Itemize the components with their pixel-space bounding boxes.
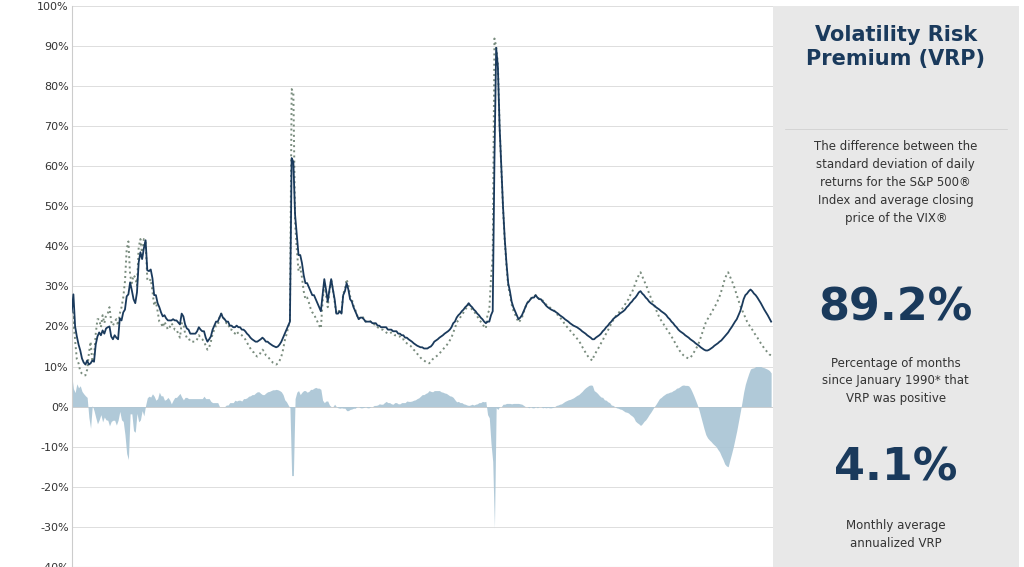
Text: The difference between the
standard deviation of daily
returns for the S&P 500®
: The difference between the standard devi… [814,141,978,226]
Text: Monthly average
annualized VRP: Monthly average annualized VRP [846,519,946,550]
Text: 4.1%: 4.1% [835,446,957,489]
Text: Volatility Risk
Premium (VRP): Volatility Risk Premium (VRP) [806,26,985,69]
Text: 89.2%: 89.2% [819,286,973,329]
Text: Percentage of months
since January 1990* that
VRP was positive: Percentage of months since January 1990*… [822,357,970,404]
